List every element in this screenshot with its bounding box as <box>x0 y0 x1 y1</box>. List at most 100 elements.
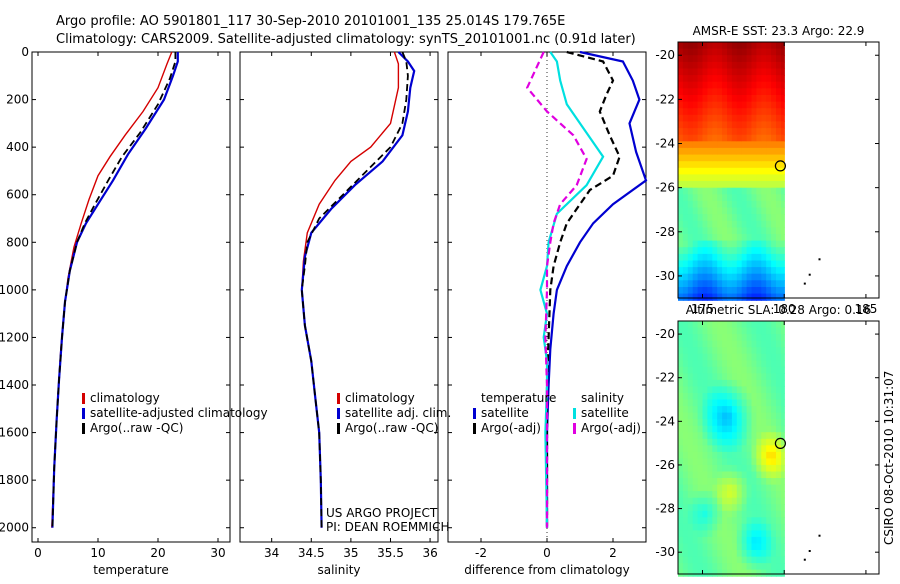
map-cell <box>727 121 733 129</box>
map-cell <box>756 167 762 175</box>
map-cell <box>746 464 753 472</box>
map-cell <box>717 432 723 440</box>
map-cell <box>707 161 713 169</box>
map-cell <box>771 556 777 564</box>
map-cell <box>776 42 782 50</box>
map-cell <box>731 267 738 275</box>
map-cell <box>692 161 699 169</box>
map-cell <box>702 484 708 492</box>
map-cell <box>682 406 689 414</box>
map-cell <box>736 366 743 374</box>
map-cell <box>766 214 772 222</box>
map-cell <box>712 523 718 531</box>
map-cell <box>712 484 718 492</box>
map-cell <box>766 128 772 136</box>
map-cell <box>727 240 733 248</box>
map-cell <box>771 88 777 96</box>
map-cell <box>712 347 718 355</box>
map-cell <box>682 167 689 175</box>
map-cell <box>776 200 782 209</box>
map-cell <box>722 360 728 368</box>
map-cell <box>766 61 772 70</box>
map-cell <box>697 504 704 512</box>
map-cell <box>687 327 694 335</box>
map-cell <box>741 81 748 89</box>
map-cell <box>678 412 684 420</box>
map-cell <box>771 550 777 558</box>
map-cell <box>731 451 738 459</box>
map-cell <box>756 419 762 427</box>
map-cell <box>727 478 733 486</box>
map-cell <box>717 187 723 195</box>
map-cell <box>682 523 689 531</box>
map-cell <box>678 550 684 558</box>
map-cell <box>776 68 782 76</box>
map-cell <box>741 491 748 499</box>
map-cell <box>756 293 762 301</box>
header-line-2: Climatology: CARS2009. Satellite-adjuste… <box>56 32 636 47</box>
map-cell <box>727 419 733 427</box>
map-cell <box>697 234 704 242</box>
map-cell <box>746 432 753 440</box>
map-cell <box>751 108 757 116</box>
map-cell <box>761 75 767 83</box>
map-cell <box>751 399 757 407</box>
x-tick-label: 36 <box>422 546 437 560</box>
map-cell <box>722 287 728 295</box>
map-cell <box>746 247 753 255</box>
map-cell <box>727 334 733 342</box>
map-cell <box>692 523 699 531</box>
map-cell <box>697 510 704 518</box>
x-tick-label: 2 <box>609 546 617 560</box>
map-cell <box>771 200 777 209</box>
map-cell <box>722 412 728 420</box>
map-cell <box>756 227 762 235</box>
map-cell <box>756 366 762 374</box>
map-cell <box>702 510 708 518</box>
map-cell <box>776 451 782 459</box>
map-cell <box>722 464 728 472</box>
map-cell <box>727 321 733 329</box>
map-cell <box>687 373 694 381</box>
map-cell <box>712 260 718 268</box>
map-cell <box>741 161 748 169</box>
map-cell <box>766 161 772 169</box>
map-cell <box>746 484 753 492</box>
map-cell <box>707 379 713 387</box>
map-cell <box>702 406 708 414</box>
map-cell <box>781 425 785 433</box>
map-cell <box>712 194 718 202</box>
map-cell <box>692 556 699 564</box>
map-cell <box>776 194 782 202</box>
map-title: AMSR-E SST: 23.3 Argo: 22.9 <box>693 24 865 38</box>
map-cell <box>717 147 723 156</box>
map-cell <box>736 353 743 361</box>
map-cell <box>717 478 723 486</box>
map-cell <box>692 293 699 301</box>
map-cell <box>746 227 753 235</box>
map-cell <box>692 128 699 136</box>
map-cell <box>736 114 743 122</box>
map-cell <box>707 543 713 551</box>
map-cell <box>756 220 762 228</box>
map-cell <box>712 569 718 577</box>
map-cell <box>702 464 708 472</box>
map-cell <box>687 42 694 50</box>
map-cell <box>781 260 785 268</box>
map-cell <box>692 174 699 182</box>
map-cell <box>678 425 684 433</box>
project-line-1: US ARGO PROJECT <box>326 506 438 520</box>
map-cell <box>756 108 762 116</box>
map-cell <box>746 273 753 281</box>
map-cell <box>722 530 728 538</box>
map-cell <box>776 517 782 525</box>
map-cell <box>731 167 738 175</box>
map-cell <box>692 393 699 401</box>
map-cell <box>761 227 767 235</box>
map-cell <box>756 347 762 355</box>
map-cell <box>776 464 782 472</box>
map-cell <box>761 154 767 162</box>
map-cell <box>678 445 684 453</box>
map-cell <box>722 240 728 248</box>
map-cell <box>697 194 704 202</box>
